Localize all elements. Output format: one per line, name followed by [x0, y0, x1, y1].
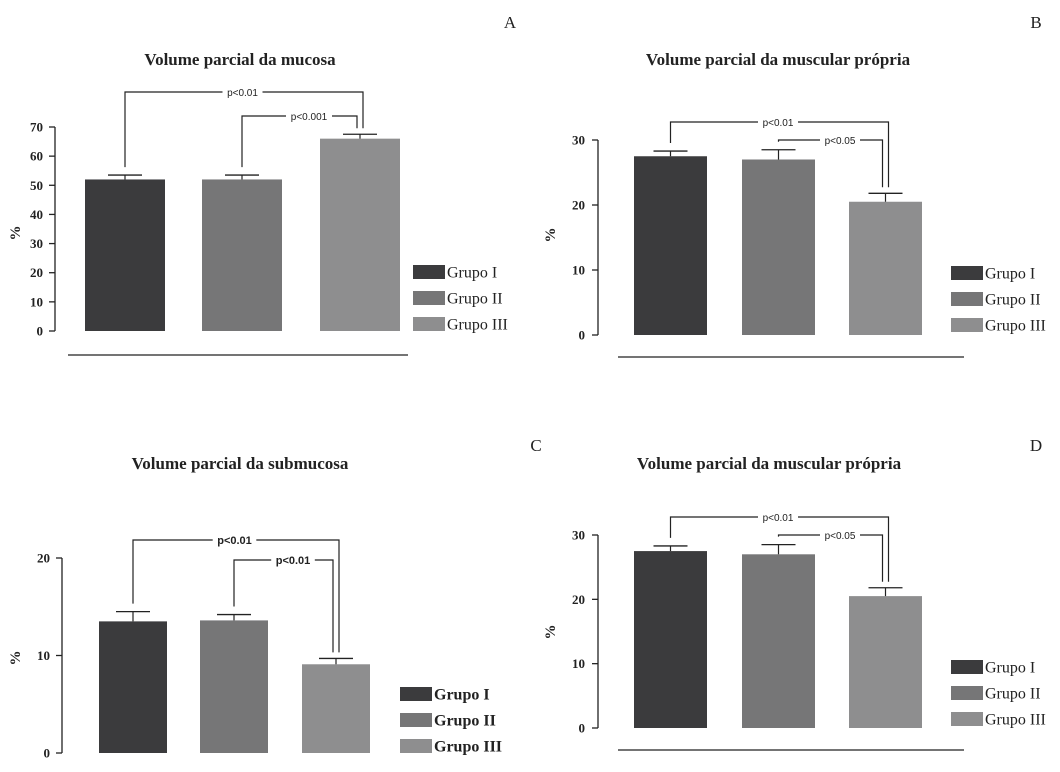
legend-swatch-3 — [951, 712, 983, 726]
legend-swatch-3 — [413, 317, 445, 331]
chart-panel-c: C Volume parcial da submucosa% 0 10 20 p<0.01… — [8, 436, 542, 761]
y-tick-label: 20 — [30, 265, 43, 280]
p-value-label: p<0.05 — [825, 531, 856, 542]
p-value-bg — [212, 533, 257, 546]
legend-swatch-2 — [400, 713, 432, 727]
y-tick-label: 60 — [30, 149, 43, 164]
chart-panel-a: A Volume parcial da mucosa% 0 10 20 30 40 50 60 7… — [8, 13, 517, 356]
legend-label: Grupo I — [434, 687, 490, 704]
legend-swatch-3 — [951, 318, 983, 332]
y-tick-label: 30 — [30, 236, 43, 251]
legend-swatch-1 — [413, 265, 445, 279]
p-value-bg — [222, 85, 263, 98]
p-value-label: p<0.01 — [763, 118, 794, 129]
bar-1 — [85, 179, 165, 331]
p-value-bg — [758, 115, 798, 128]
y-tick-label: 0 — [579, 328, 586, 343]
y-tick-label: 0 — [37, 324, 44, 339]
legend-label: Grupo III — [985, 318, 1046, 335]
y-axis-label: % — [543, 625, 559, 640]
p-value-bg — [820, 133, 860, 146]
y-tick-label: 10 — [37, 648, 50, 663]
legend-swatch-2 — [413, 291, 445, 305]
p-value-bg — [820, 528, 860, 541]
legend-label: Grupo I — [985, 266, 1035, 283]
y-tick-label: 10 — [572, 656, 585, 671]
y-tick-label: 40 — [30, 207, 43, 222]
bar-3 — [849, 201, 922, 335]
chart-title: Volume parcial da submucosa — [132, 454, 349, 473]
legend-label: Grupo II — [434, 713, 496, 730]
chart-title: Volume parcial da muscular própria — [646, 50, 911, 69]
p-value-bg — [758, 510, 798, 523]
bar-2 — [742, 554, 815, 728]
bar-2 — [200, 620, 268, 753]
p-value-label: p<0.05 — [825, 136, 856, 147]
p-value-label: p<0.001 — [291, 112, 328, 123]
p-value-label: p<0.01 — [276, 555, 311, 567]
legend-swatch-1 — [951, 266, 983, 280]
legend-label: Grupo II — [985, 686, 1041, 703]
y-tick-label: 20 — [572, 198, 585, 213]
p-value-label: p<0.01 — [217, 535, 252, 547]
y-axis-label: % — [8, 651, 24, 666]
panel-letter: D — [1030, 436, 1042, 455]
bar-2 — [202, 179, 282, 331]
bar-3 — [302, 664, 370, 753]
panel-letter: C — [530, 436, 541, 455]
legend-label: Grupo II — [447, 291, 503, 308]
y-axis-label: % — [543, 228, 559, 243]
bar-1 — [634, 551, 707, 728]
chart-panel-b: B Volume parcial da muscular própria% 0 10 2… — [543, 13, 1046, 358]
legend-label: Grupo III — [434, 739, 502, 756]
y-tick-label: 30 — [572, 133, 585, 148]
y-tick-label: 70 — [30, 120, 43, 135]
y-tick-label: 20 — [572, 592, 585, 607]
y-axis-label: % — [8, 226, 24, 241]
legend-swatch-2 — [951, 686, 983, 700]
p-value-label: p<0.01 — [227, 88, 258, 99]
p-value-bg — [271, 553, 315, 566]
y-tick-label: 0 — [579, 721, 586, 736]
y-tick-label: 30 — [572, 528, 585, 543]
legend-label: Grupo I — [985, 660, 1035, 677]
y-tick-label: 20 — [37, 551, 50, 566]
chart-title: Volume parcial da muscular própria — [637, 454, 902, 473]
y-tick-label: 10 — [30, 294, 43, 309]
p-value-bg — [286, 109, 332, 122]
legend-label: Grupo III — [985, 712, 1046, 729]
chart-title: Volume parcial da mucosa — [144, 50, 336, 69]
legend-swatch-2 — [951, 292, 983, 306]
panel-letter: B — [1030, 13, 1041, 32]
y-tick-label: 10 — [572, 263, 585, 278]
legend-swatch-1 — [400, 687, 432, 701]
legend-swatch-1 — [951, 660, 983, 674]
p-value-label: p<0.01 — [763, 513, 794, 524]
legend-label: Grupo III — [447, 317, 508, 334]
y-tick-label: 50 — [30, 178, 43, 193]
y-tick-label: 0 — [44, 746, 51, 761]
bar-2 — [742, 159, 815, 335]
bar-1 — [634, 156, 707, 335]
panel-letter: A — [504, 13, 517, 32]
legend-label: Grupo II — [985, 292, 1041, 309]
bar-3 — [849, 596, 922, 728]
chart-panel-d: D Volume parcial da muscular própria% 0 10 2… — [543, 436, 1046, 751]
bar-3 — [320, 138, 400, 331]
bar-1 — [99, 621, 167, 753]
legend-swatch-3 — [400, 739, 432, 753]
legend-label: Grupo I — [447, 265, 497, 282]
